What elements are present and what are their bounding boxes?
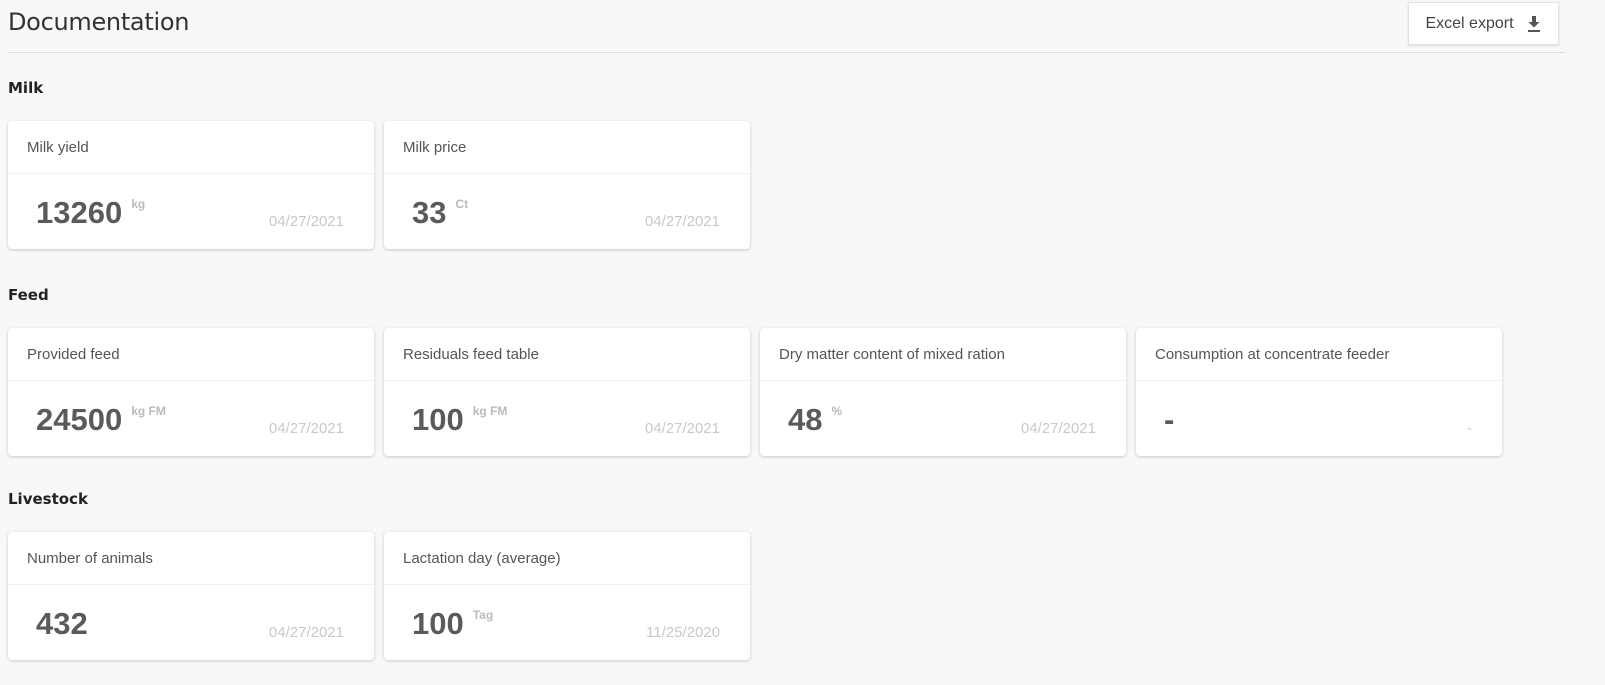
- card-unit: %: [831, 404, 843, 418]
- metric-card[interactable]: Milk price 33 Ct 04/27/2021: [384, 121, 750, 249]
- card-unit: kg: [131, 197, 146, 211]
- card-value-group: 48 %: [788, 400, 842, 440]
- card-value-group: 33 Ct: [412, 193, 468, 233]
- card-value: 100: [412, 402, 464, 437]
- card-value-group: 432: [36, 604, 97, 644]
- card-value: 100: [412, 606, 464, 641]
- card-value: 13260: [36, 195, 123, 230]
- card-label: Dry matter content of mixed ration: [760, 328, 1126, 381]
- section-title: Livestock: [8, 490, 88, 508]
- card-unit: Tag: [472, 608, 494, 622]
- card-date: 04/27/2021: [268, 624, 344, 641]
- section-milk: Milk Milk yield 13260 kg 04/27/2021 Milk…: [8, 75, 750, 249]
- card-value-group: 100 kg FM: [412, 400, 507, 440]
- metric-card[interactable]: Number of animals 432 04/27/2021: [8, 532, 374, 660]
- card-list: Milk yield 13260 kg 04/27/2021 Milk pric…: [8, 121, 750, 249]
- card-value-group: 13260 kg: [36, 193, 145, 233]
- card-list: Provided feed 24500 kg FM 04/27/2021 Res…: [8, 328, 1502, 456]
- card-label: Residuals feed table: [384, 328, 750, 381]
- card-value: 33: [412, 195, 447, 230]
- card-list: Number of animals 432 04/27/2021 Lactati…: [8, 532, 750, 660]
- card-unit: Ct: [455, 197, 469, 211]
- metric-card[interactable]: Milk yield 13260 kg 04/27/2021: [8, 121, 374, 249]
- card-date: -: [1467, 420, 1472, 437]
- card-value: 432: [36, 606, 88, 641]
- metric-card[interactable]: Residuals feed table 100 kg FM 04/27/202…: [384, 328, 750, 456]
- metric-card[interactable]: Consumption at concentrate feeder - -: [1136, 328, 1502, 456]
- section-feed: Feed Provided feed 24500 kg FM 04/27/202…: [8, 282, 1502, 456]
- card-value: 48: [788, 402, 823, 437]
- card-value-group: 24500 kg FM: [36, 400, 166, 440]
- card-date: 04/27/2021: [644, 213, 720, 230]
- card-date: 11/25/2020: [646, 624, 720, 641]
- card-value: 24500: [36, 402, 123, 437]
- section-livestock: Livestock Number of animals 432 04/27/20…: [8, 486, 750, 660]
- section-title: Milk: [8, 79, 44, 97]
- card-label: Milk yield: [8, 121, 374, 174]
- excel-export-button[interactable]: Excel export: [1408, 2, 1559, 45]
- metric-card[interactable]: Dry matter content of mixed ration 48 % …: [760, 328, 1126, 456]
- header-divider: [8, 52, 1565, 53]
- card-label: Lactation day (average): [384, 532, 750, 585]
- section-title: Feed: [8, 286, 49, 304]
- card-label: Consumption at concentrate feeder: [1136, 328, 1502, 381]
- card-date: 04/27/2021: [644, 420, 720, 437]
- excel-export-label: Excel export: [1425, 14, 1514, 32]
- card-unit: kg FM: [472, 404, 508, 418]
- card-label: Number of animals: [8, 532, 374, 585]
- card-date: 04/27/2021: [268, 420, 344, 437]
- metric-card[interactable]: Lactation day (average) 100 Tag 11/25/20…: [384, 532, 750, 660]
- metric-card[interactable]: Provided feed 24500 kg FM 04/27/2021: [8, 328, 374, 456]
- card-label: Milk price: [384, 121, 750, 174]
- download-icon: [1526, 15, 1542, 33]
- card-value-group: 100 Tag: [412, 604, 493, 644]
- page-title: Documentation: [8, 8, 190, 36]
- card-value: -: [1164, 402, 1175, 437]
- card-unit: kg FM: [131, 404, 166, 418]
- card-date: 04/27/2021: [1020, 420, 1096, 437]
- card-value-group: -: [1164, 400, 1183, 440]
- card-label: Provided feed: [8, 328, 374, 381]
- card-date: 04/27/2021: [268, 213, 344, 230]
